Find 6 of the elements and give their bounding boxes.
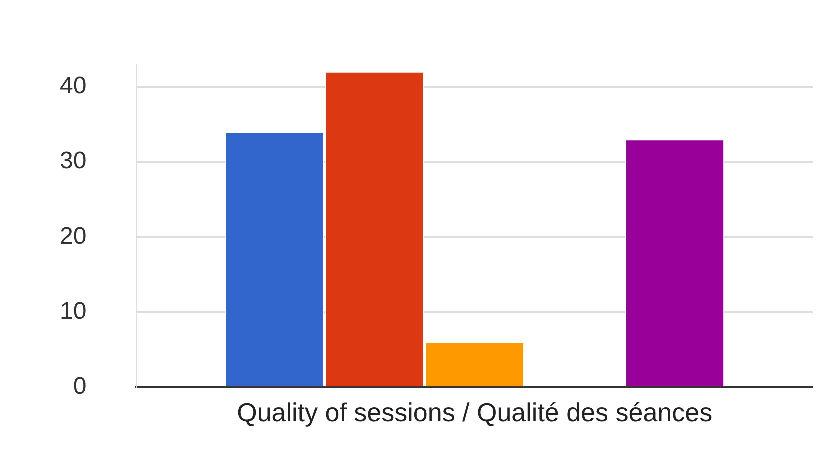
y-tick-label: 40 (60, 72, 87, 100)
y-tick-label: 30 (60, 148, 87, 175)
y-tick-label: 10 (60, 298, 87, 326)
y-tick-label: 0 (73, 373, 87, 400)
x-tick-label: Quality of sessions / Qualité des séances (237, 397, 713, 428)
y-tick-label: 20 (60, 222, 87, 250)
